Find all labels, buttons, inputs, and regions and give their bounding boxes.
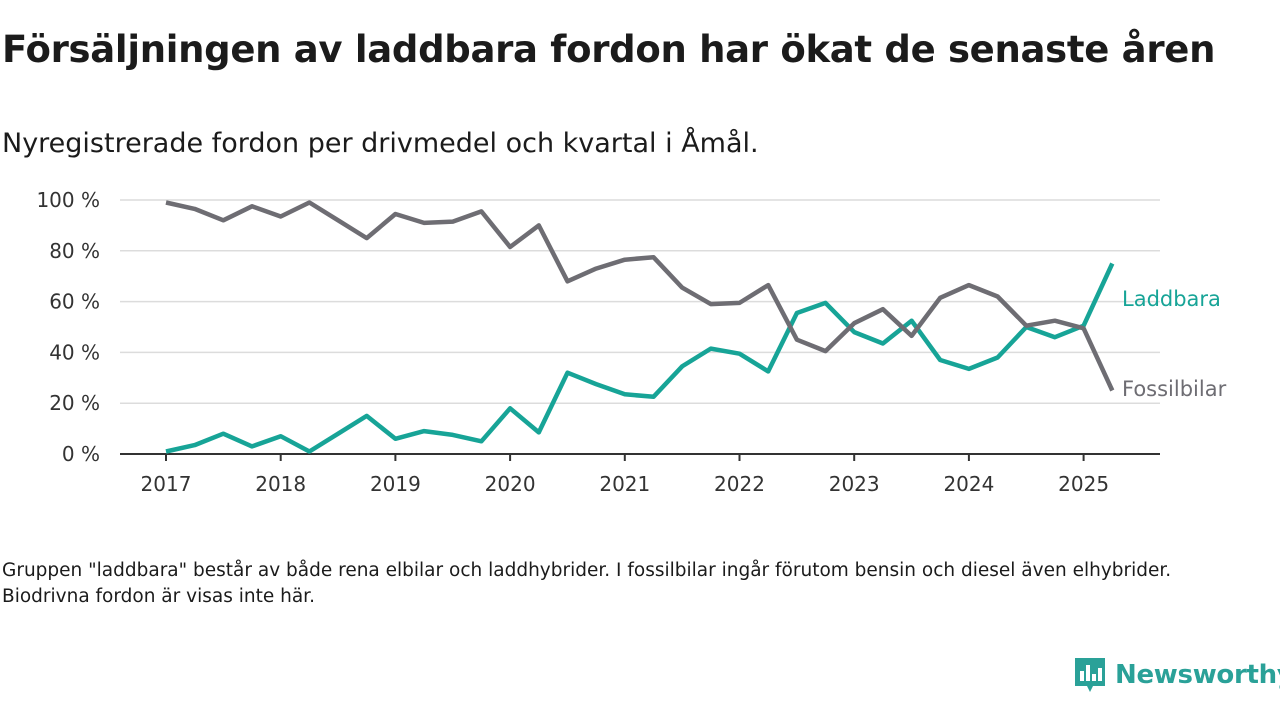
newsworthy-logo-icon [1075,658,1105,692]
series-lines [165,200,1115,454]
x-tick-label: 2020 [485,472,536,496]
brand-name: Newsworthy [1115,660,1280,690]
chart-title: Försäljningen av laddbara fordon har öka… [2,28,1216,71]
x-tick-label: 2018 [255,472,306,496]
series-line-laddbara [165,262,1115,454]
chart-footnote: Gruppen "laddbara" består av både rena e… [2,560,1172,607]
y-tick-label: 60 % [49,290,100,314]
y-tick-label: 0 % [62,442,100,466]
series-labels: Laddbara Fossilbilar [1122,287,1227,401]
brand: Newsworthy [1073,656,1280,694]
x-tick-label: 2017 [141,472,192,496]
x-axis: 2017 2018 2019 2020 2021 2022 2023 2024 2025 [120,453,1160,496]
y-tick-label: 80 % [49,239,100,263]
y-tick-label: 40 % [49,340,100,364]
series-line-fossil [165,200,1115,392]
series-label-fossil: Fossilbilar [1122,377,1227,401]
y-axis: 0 % 20 % 40 % 60 % 80 % 100 % [36,188,100,466]
y-tick-label: 100 % [36,188,100,212]
line-chart: 0 % 20 % 40 % 60 % 80 % 100 % 2017 2018 2019 202… [36,188,1227,496]
x-tick-label: 2019 [370,472,421,496]
series-label-laddbara: Laddbara [1122,287,1221,311]
x-tick-label: 2022 [714,472,765,496]
grid-lines [120,199,1160,404]
x-tick-label: 2025 [1058,472,1109,496]
x-tick-label: 2021 [599,472,650,496]
chart-subtitle: Nyregistrerade fordon per drivmedel och … [2,128,759,159]
x-tick-label: 2023 [829,472,880,496]
x-tick-label: 2024 [943,472,994,496]
y-tick-label: 20 % [49,391,100,415]
